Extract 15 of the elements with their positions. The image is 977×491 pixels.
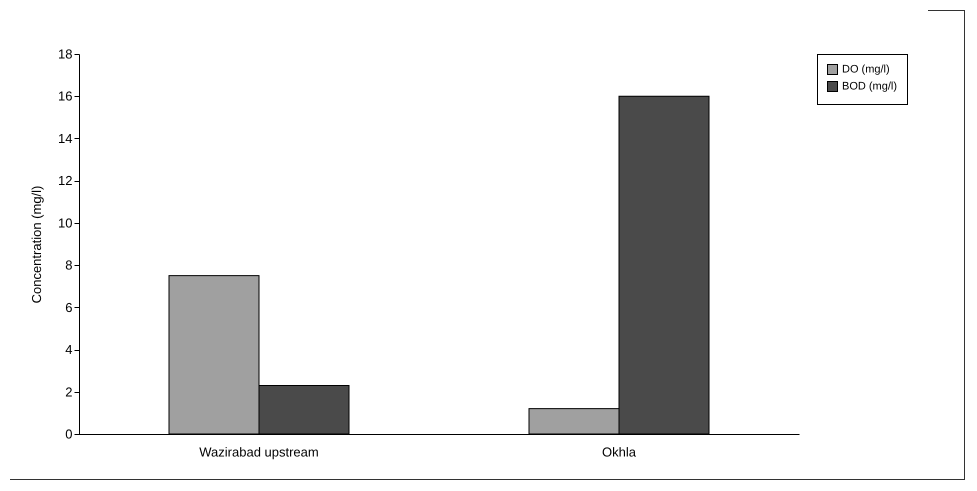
y-tick-label: 6 bbox=[65, 300, 72, 315]
y-axis-title: Concentration (mg/l) bbox=[29, 186, 44, 304]
x-tick-label: Okhla bbox=[602, 444, 637, 460]
y-tick-label: 8 bbox=[65, 258, 72, 273]
y-tick-label: 14 bbox=[58, 130, 72, 146]
y-tick-label: 0 bbox=[65, 426, 72, 442]
y-tick-label: 18 bbox=[58, 46, 72, 62]
y-tick-label: 4 bbox=[65, 342, 72, 358]
y-tick-label: 12 bbox=[58, 173, 72, 188]
y-tick-label: 16 bbox=[58, 88, 72, 104]
y-tick-label: 2 bbox=[65, 384, 72, 400]
x-tick-label: Wazirabad upstream bbox=[199, 444, 319, 460]
legend-label: BOD (mg/l) bbox=[842, 80, 897, 92]
legend-label: DO (mg/l) bbox=[842, 64, 890, 76]
y-tick-label: 10 bbox=[58, 215, 72, 230]
